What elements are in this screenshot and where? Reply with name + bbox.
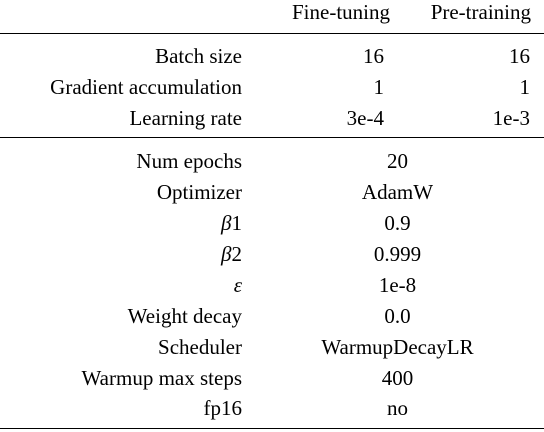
- row-value-warmup-max-steps: 400: [381, 366, 414, 390]
- row-value-gradient-accumulation-fine-tuning: 1: [373, 75, 385, 99]
- row-label-batch-size: Batch size: [155, 44, 242, 68]
- row-label-num-epochs: Num epochs: [136, 149, 242, 173]
- row-label-learning-rate: Learning rate: [129, 106, 242, 130]
- row-label-scheduler: Scheduler: [158, 335, 242, 359]
- beta-subscript: 2: [231, 242, 243, 266]
- row-value-optimizer: AdamW: [361, 180, 434, 204]
- row-value-gradient-accumulation-pre-training: 1: [519, 75, 531, 99]
- row-value-learning-rate-pre-training: 1e-3: [492, 106, 530, 130]
- row-value-beta1: 0.9: [384, 211, 411, 235]
- header-fine-tuning: Fine-tuning: [292, 0, 390, 24]
- row-label-fp16: fp16: [203, 396, 243, 420]
- row-value-batch-size-pre-training: 16: [509, 44, 530, 68]
- row-label-optimizer: Optimizer: [156, 180, 242, 204]
- row-value-learning-rate-fine-tuning: 3e-4: [346, 106, 384, 130]
- row-label-warmup-max-steps: Warmup max steps: [81, 366, 242, 390]
- beta-symbol: β: [221, 242, 232, 266]
- epsilon-symbol: ε: [233, 273, 242, 297]
- row-value-batch-size-fine-tuning: 16: [363, 44, 384, 68]
- row-value-weight-decay: 0.0: [384, 304, 411, 328]
- header-pre-training: Pre-training: [430, 0, 531, 24]
- row-value-num-epochs: 20: [387, 149, 408, 173]
- row-label-gradient-accumulation: Gradient accumulation: [50, 75, 242, 99]
- row-value-scheduler: WarmupDecayLR: [321, 335, 474, 359]
- bottom-rule: [0, 428, 544, 429]
- row-label-beta1: β1: [221, 211, 242, 235]
- row-value-epsilon: 1e-8: [378, 273, 417, 297]
- header-rule: [0, 33, 544, 34]
- beta-subscript: 1: [231, 211, 243, 235]
- row-value-beta2: 0.999: [373, 242, 422, 266]
- section-rule: [0, 137, 544, 138]
- row-label-beta2: β2: [221, 242, 242, 266]
- beta-symbol: β: [221, 211, 232, 235]
- row-label-epsilon: ε: [234, 273, 242, 297]
- row-label-weight-decay: Weight decay: [127, 304, 242, 328]
- row-value-fp16: no: [387, 396, 408, 420]
